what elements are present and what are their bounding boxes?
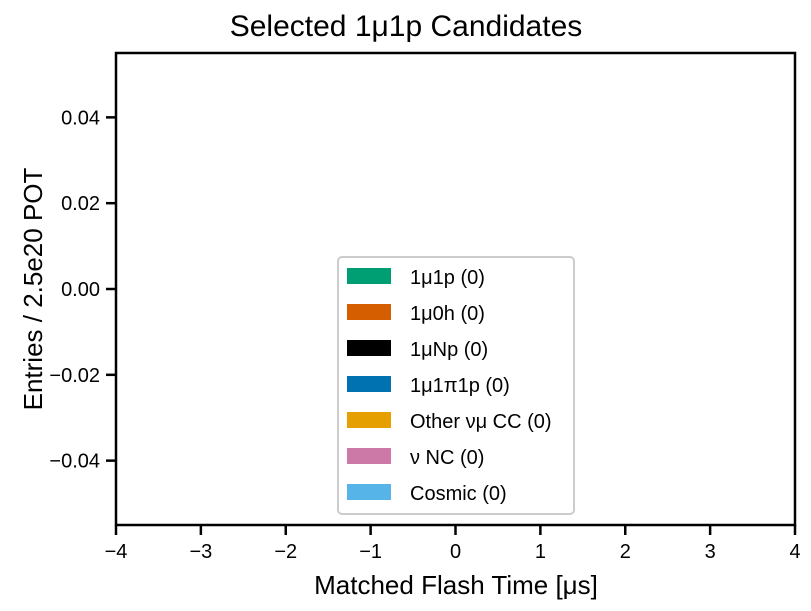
y-tick-label: 0.00: [61, 279, 100, 301]
legend-swatch: [347, 484, 391, 500]
legend-label: 1μ1π1p (0): [410, 375, 510, 397]
x-axis-label: Matched Flash Time [μs]: [314, 570, 598, 600]
legend-label: ν NC (0): [410, 447, 484, 469]
y-tick-label: 0.02: [61, 193, 100, 215]
legend-swatch: [347, 412, 391, 428]
x-tick-label: −1: [359, 541, 382, 563]
x-tick-label: 4: [789, 541, 800, 563]
x-tick-label: −4: [105, 541, 128, 563]
x-tick-label: 3: [705, 541, 716, 563]
y-axis-label: Entries / 2.5e20 POT: [18, 167, 48, 410]
legend-swatch: [347, 448, 391, 464]
y-tick-label: −0.04: [49, 451, 100, 473]
x-tick-label: 2: [620, 541, 631, 563]
legend-label: Other νμ CC (0): [410, 411, 552, 433]
y-tick-label: 0.04: [61, 107, 100, 129]
legend-label: 1μ0h (0): [410, 303, 485, 325]
x-tick-label: −2: [274, 541, 297, 563]
x-tick-label: 0: [450, 541, 461, 563]
y-tick-label: −0.02: [49, 365, 100, 387]
legend-swatch: [347, 268, 391, 284]
chart-title: Selected 1μ1p Candidates: [230, 10, 583, 43]
legend-label: 1μNp (0): [410, 339, 488, 361]
legend-frame: [337, 256, 575, 515]
x-tick-label: −3: [189, 541, 212, 563]
legend-label: Cosmic (0): [410, 483, 507, 505]
legend-swatch: [347, 340, 391, 356]
legend-label: 1μ1p (0): [410, 267, 485, 289]
legend: 1μ1p (0) 1μ0h (0) 1μNp (0) 1μ1π1p (0) Other …: [337, 256, 575, 515]
legend-swatch: [347, 304, 391, 320]
x-tick-label: 1: [535, 541, 546, 563]
y-axis-ticks: 0.04 0.02 0.00 −0.02 −0.04: [49, 107, 116, 473]
legend-swatch: [347, 376, 391, 392]
x-axis-ticks: −4 −3 −2 −1 0 1 2 3 4: [105, 525, 801, 563]
